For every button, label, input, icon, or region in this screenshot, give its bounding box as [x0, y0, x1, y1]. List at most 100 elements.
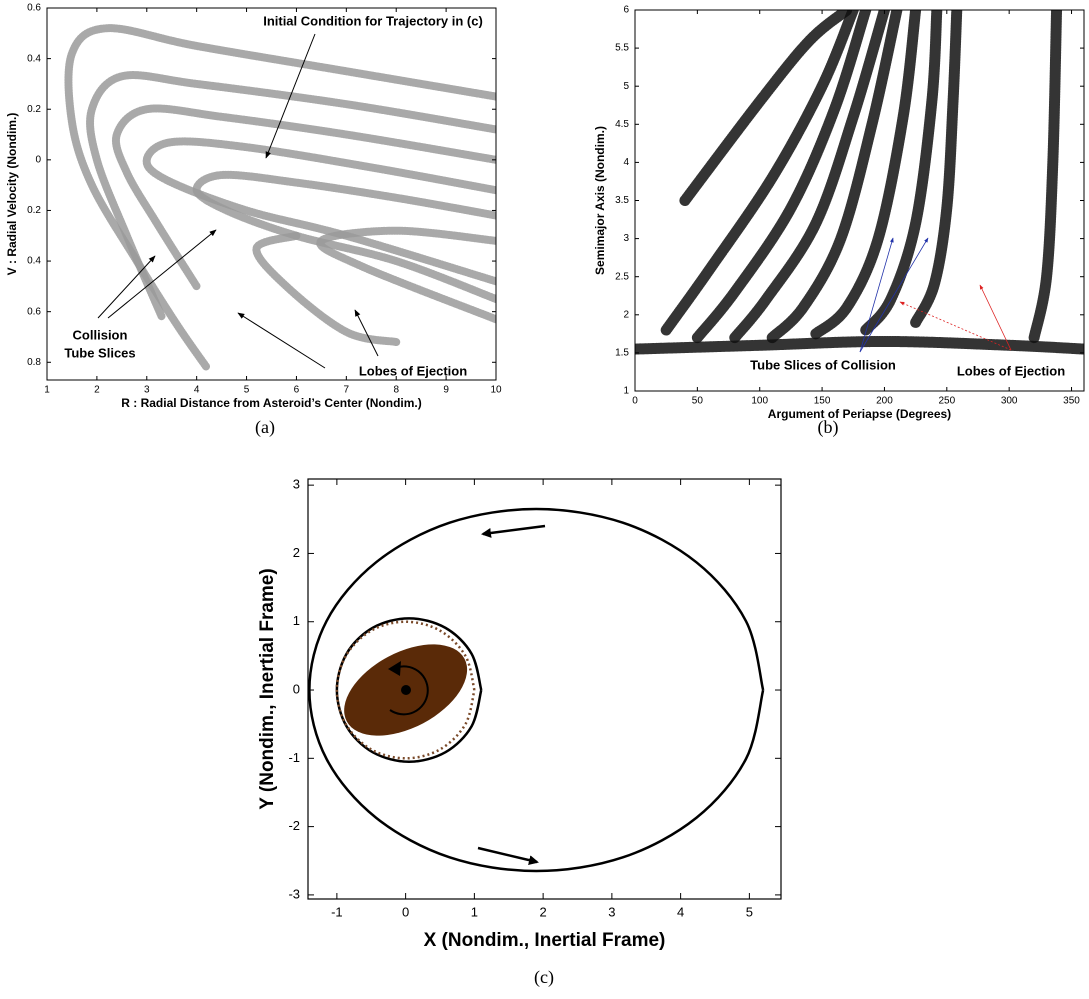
annotation-arrows: [97, 33, 1012, 866]
orbit-direction: [477, 846, 539, 866]
y-tick-label: 1: [293, 613, 300, 628]
y-tick-label: 0.2: [27, 104, 41, 115]
x-tick-label: 50: [692, 396, 704, 407]
point-band: [1028, 10, 1063, 344]
arrow: [107, 229, 217, 319]
y-tick-label: 2.5: [615, 271, 629, 282]
annotation: Collision: [73, 327, 128, 342]
annotation: Lobes of Ejection: [957, 363, 1065, 378]
arrow: [265, 33, 316, 159]
y-tick-label: -3: [288, 886, 300, 901]
y-tick-label: 2: [623, 309, 629, 320]
x-tick-label: 1: [44, 385, 50, 396]
x-tick-label: 100: [751, 396, 768, 407]
y-tick-label: 1: [623, 386, 629, 397]
panel: [635, 10, 1084, 355]
panel-caption: (c): [534, 967, 554, 988]
y-tick-label: 2: [293, 545, 300, 560]
arrow: [237, 312, 326, 369]
point-band: [679, 10, 853, 206]
y-axis-label: V : Radial Velocity (Nondim.): [5, 113, 19, 276]
x-tick-label: 4: [194, 385, 200, 396]
panel: [64, 24, 496, 372]
point-band: [142, 137, 496, 286]
y-tick-label: 0.8: [27, 357, 41, 368]
x-tick-label: 3: [608, 904, 615, 919]
panel-caption: (b): [818, 417, 839, 438]
rotation-arrowhead: [388, 661, 401, 676]
y-tick-label: 4: [623, 157, 629, 168]
arrow: [859, 237, 929, 353]
y-tick-label: 0: [293, 681, 300, 696]
x-tick-label: 2: [540, 904, 547, 919]
x-tick-label: 5: [244, 385, 250, 396]
y-tick-label: -2: [288, 818, 300, 833]
y-tick-label: 1.5: [615, 348, 629, 359]
point-band: [192, 170, 496, 304]
point-band: [729, 10, 890, 344]
x-tick-label: 1: [471, 904, 478, 919]
y-tick-label: -1: [288, 750, 300, 765]
y-tick-label: 3: [293, 477, 300, 492]
x-axis-label: R : Radial Distance from Asteroid’s Cent…: [121, 396, 422, 410]
y-tick-label: 4.5: [615, 119, 629, 130]
axes-frame: [307, 478, 782, 900]
y-tick-label: 0.4: [27, 256, 41, 267]
panel: [308, 507, 765, 873]
point-band: [86, 71, 496, 321]
x-tick-label: 3: [144, 385, 150, 396]
x-tick-label: 4: [677, 904, 684, 919]
y-tick-label: 3: [623, 233, 629, 244]
x-tick-label: 5: [746, 904, 753, 919]
orbit-line: [335, 620, 476, 760]
x-tick-label: 0: [632, 396, 638, 407]
x-tick-label: 10: [490, 385, 502, 396]
annotation: Lobes of Ejection: [359, 363, 467, 378]
x-tick-label: 2: [94, 385, 100, 396]
point-band: [660, 10, 859, 336]
x-tick-label: 8: [393, 385, 399, 396]
y-axis-label: Semimajor Axis (Nondim.): [593, 126, 607, 275]
x-tick-label: -1: [331, 904, 343, 919]
panel-caption: (a): [255, 417, 275, 438]
point-band: [766, 10, 903, 344]
y-tick-label: 0.6: [27, 306, 41, 317]
point-band: [316, 226, 496, 324]
y-tick-label: 0: [35, 154, 41, 165]
arrow: [979, 284, 1012, 351]
point-band: [691, 10, 872, 344]
y-axis-label: Y (Nondim., Inertial Frame): [257, 568, 278, 809]
annotation: Tube Slices of Collision: [750, 357, 896, 372]
x-tick-label: 6: [294, 385, 300, 396]
y-tick-label: 0.4: [27, 53, 41, 64]
axes-frame: [46, 7, 497, 381]
arrow: [354, 309, 379, 357]
x-tick-label: 0: [402, 904, 409, 919]
x-tick-label: 300: [1001, 396, 1018, 407]
x-tick-label: 200: [876, 396, 893, 407]
x-tick-label: 150: [814, 396, 831, 407]
point-band: [112, 104, 496, 291]
point-band: [910, 10, 963, 328]
x-tick-label: 7: [344, 385, 350, 396]
arrow: [859, 237, 894, 353]
y-tick-label: 5.5: [615, 43, 629, 54]
asteroid-center: [401, 685, 411, 695]
arrow: [899, 301, 1012, 351]
x-tick-label: 350: [1063, 396, 1080, 407]
y-tick-label: 5: [623, 81, 629, 92]
rotation-arc: [389, 665, 429, 716]
x-axis-label: Argument of Periapse (Degrees): [768, 407, 951, 421]
x-tick-label: 250: [938, 396, 955, 407]
y-tick-label: 0.6: [27, 3, 41, 14]
annotation: Tube Slices: [64, 345, 135, 360]
x-axis-label: X (Nondim., Inertial Frame): [424, 930, 666, 951]
point-band: [252, 231, 401, 347]
x-tick-label: 9: [443, 385, 449, 396]
point-band: [635, 335, 1084, 355]
orbit-direction: [481, 524, 546, 538]
y-tick-label: 3.5: [615, 195, 629, 206]
y-tick-label: 0.2: [27, 205, 41, 216]
y-tick-label: 6: [623, 5, 629, 16]
